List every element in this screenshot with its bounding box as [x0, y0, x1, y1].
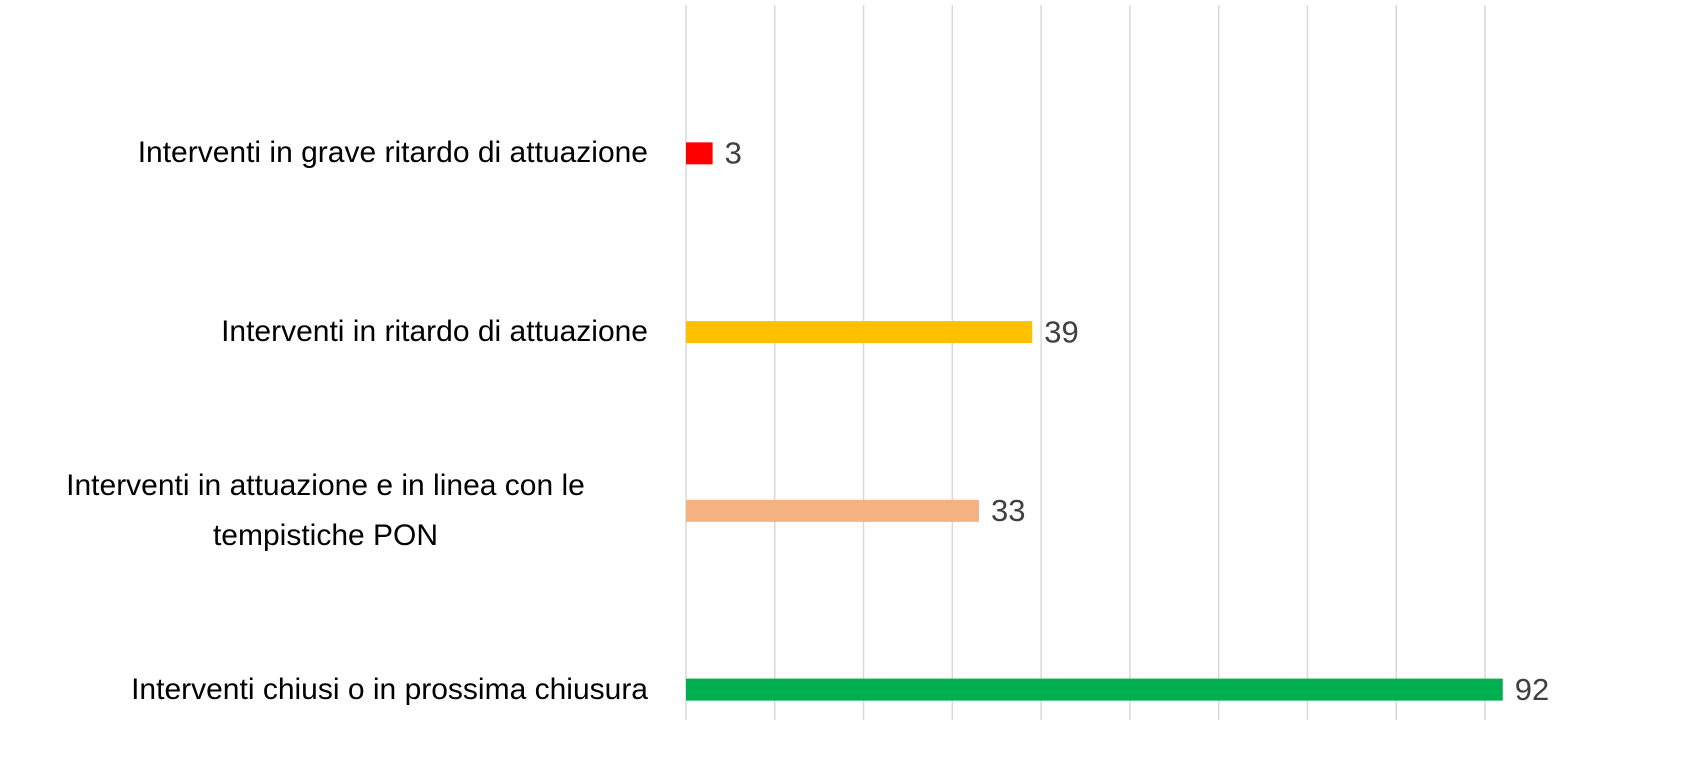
bar	[686, 142, 713, 165]
value-label: 92	[1515, 672, 1549, 707]
y-tick-label: Interventi chiusi o in prossima chiusura	[131, 672, 648, 706]
value-label: 39	[1044, 314, 1078, 349]
category-label-box: Interventi in ritardo di attuazione	[221, 307, 648, 357]
bar	[686, 321, 1033, 344]
value-label: 3	[725, 136, 742, 171]
y-tick-label: Interventi in grave ritardo di attuazion…	[137, 136, 648, 170]
category-label-box: Interventi in grave ritardo di attuazion…	[138, 128, 648, 178]
bar	[686, 678, 1503, 701]
bar	[686, 499, 979, 522]
category-label-box: Interventi chiusi o in prossima chiusura	[131, 665, 648, 715]
value-label: 33	[991, 493, 1025, 528]
y-tick-label: Interventi in attuazione e in linea con …	[66, 468, 585, 552]
category-label-box: Interventi in attuazione e in linea con …	[3, 461, 648, 561]
y-tick-label: Interventi in ritardo di attuazione	[221, 315, 648, 349]
